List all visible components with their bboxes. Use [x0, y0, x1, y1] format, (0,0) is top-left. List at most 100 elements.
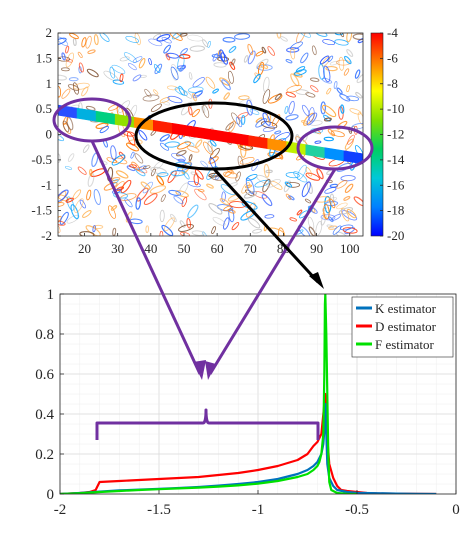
noise-mark	[119, 73, 124, 83]
spectrogram-y-tick-label: 0.5	[36, 101, 52, 116]
noise-mark	[207, 41, 211, 48]
spectrogram-y-ticks: 2 1.5 1 0.5 0 -0.5 -1 -1.5 -2	[31, 25, 61, 243]
legend-label: F estimator	[375, 337, 435, 352]
noise-mark	[346, 84, 350, 93]
noise-mark	[266, 179, 281, 188]
noise-mark	[203, 141, 214, 155]
spectrogram-noise-pattern	[58, 33, 363, 236]
noise-mark	[285, 91, 296, 98]
noise-mark	[229, 61, 236, 70]
noise-mark	[173, 195, 184, 205]
noise-mark	[179, 220, 186, 228]
noise-mark	[286, 47, 300, 53]
noise-mark	[136, 167, 148, 174]
noise-mark	[87, 172, 95, 188]
noise-mark	[336, 202, 348, 210]
left-arrow-line	[90, 140, 202, 375]
noise-mark	[79, 199, 86, 209]
noise-mark	[194, 169, 204, 180]
noise-mark	[95, 122, 109, 129]
spectrogram-y-tick-label: -1	[41, 177, 52, 192]
noise-mark	[267, 46, 275, 56]
noise-mark	[346, 95, 360, 102]
noise-mark	[156, 175, 165, 186]
noise-mark	[81, 37, 87, 48]
spectrogram-x-ticks: 20 30 40 50 60 70 80 90 100	[78, 233, 359, 256]
noise-mark	[329, 193, 335, 204]
noise-mark	[221, 191, 226, 202]
noise-mark	[188, 86, 204, 93]
noise-mark	[188, 72, 193, 80]
noise-mark	[111, 64, 126, 74]
noise-mark	[110, 205, 118, 211]
noise-mark	[70, 204, 79, 220]
spectrogram-y-tick-label: 2	[46, 25, 53, 40]
noise-mark	[74, 198, 84, 213]
noise-mark	[336, 87, 343, 95]
colorbar-tick-label: -10	[387, 101, 404, 116]
noise-mark	[285, 59, 293, 64]
noise-mark	[77, 51, 83, 58]
noise-mark	[87, 49, 96, 54]
noise-mark	[353, 196, 363, 207]
noise-mark	[189, 45, 205, 52]
noise-mark	[288, 100, 295, 115]
noise-mark	[228, 46, 237, 53]
noise-mark	[138, 58, 146, 69]
noise-mark	[222, 37, 236, 43]
noise-mark	[222, 171, 239, 179]
noise-mark	[150, 103, 162, 112]
noise-mark	[284, 105, 289, 114]
noise-mark	[58, 202, 65, 207]
noise-mark	[180, 48, 189, 55]
noise-mark	[58, 225, 61, 233]
noise-mark	[263, 163, 270, 178]
noise-mark	[86, 189, 92, 201]
noise-mark	[143, 193, 158, 206]
noise-mark	[212, 53, 219, 62]
noise-mark	[115, 170, 129, 179]
noise-mark	[171, 33, 182, 40]
noise-mark	[262, 126, 276, 133]
noise-mark	[108, 205, 116, 219]
noise-mark	[355, 92, 363, 99]
noise-mark	[228, 70, 234, 84]
noise-mark	[142, 94, 160, 102]
y-tick-label: 0.4	[35, 407, 54, 423]
series-line-f	[60, 294, 358, 494]
spectrogram-x-tick-label: 40	[144, 241, 157, 256]
noise-mark	[333, 81, 338, 89]
noise-mark	[58, 133, 65, 142]
noise-mark	[304, 198, 312, 204]
spectrogram-x-tick-label: 90	[310, 241, 323, 256]
colorbar-tick-label: -8	[387, 76, 398, 91]
noise-mark	[323, 203, 330, 220]
noise-mark	[262, 76, 270, 93]
noise-mark	[235, 171, 241, 182]
noise-mark	[192, 77, 205, 88]
noise-mark	[81, 86, 89, 97]
noise-mark	[322, 212, 328, 220]
x-axis-ticks: -2 -1.5 -1 -0.5 0	[54, 490, 460, 518]
noise-mark	[262, 178, 271, 193]
noise-mark	[213, 62, 227, 68]
annotations	[52, 97, 374, 440]
spectrogram-x-tick-label: 80	[277, 241, 290, 256]
noise-mark	[321, 104, 337, 118]
colorbar-tick-label: -18	[387, 203, 404, 218]
noise-mark	[166, 52, 180, 59]
noise-mark	[206, 165, 218, 180]
noise-mark	[99, 125, 109, 134]
noise-mark	[112, 227, 117, 236]
noise-mark	[320, 214, 336, 221]
noise-mark	[261, 194, 273, 207]
noise-mark	[318, 63, 325, 80]
noise-mark	[328, 216, 334, 223]
noise-mark	[357, 112, 363, 126]
noise-mark	[194, 188, 207, 201]
noise-mark	[207, 140, 213, 153]
noise-mark	[208, 203, 223, 215]
colorbar-ticks: -4 -6 -8 -10 -12 -14 -16 -18 -20	[380, 25, 405, 243]
noise-mark	[252, 228, 263, 234]
noise-mark	[150, 166, 167, 175]
